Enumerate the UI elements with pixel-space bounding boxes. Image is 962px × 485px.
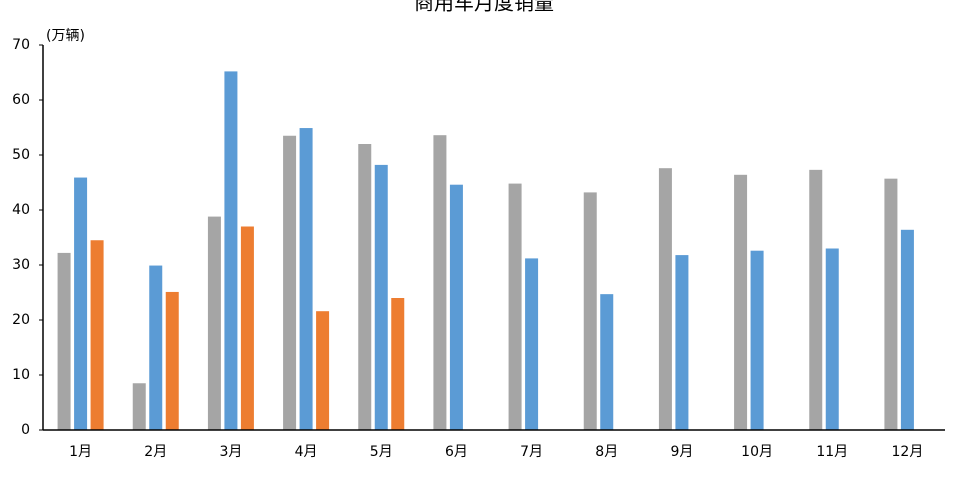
bar (750, 250, 764, 430)
bar (825, 248, 839, 430)
x-tick-label: 3月 (219, 444, 242, 460)
bar (207, 216, 221, 430)
y-tick-label: 60 (12, 92, 30, 108)
bar (583, 192, 597, 430)
x-tick-label: 1月 (69, 444, 92, 460)
bar (658, 168, 672, 430)
y-tick-label: 20 (12, 312, 30, 328)
bar (132, 383, 146, 430)
bar (57, 252, 71, 430)
y-tick-label: 10 (12, 367, 30, 383)
bar (240, 226, 254, 430)
x-tick-label: 10月 (741, 444, 773, 460)
bar (299, 128, 313, 431)
bar (224, 71, 238, 431)
bar (508, 183, 522, 430)
x-tick-label: 12月 (892, 444, 924, 460)
bar (600, 294, 614, 430)
x-tick-label: 6月 (445, 444, 468, 460)
x-tick-label: 4月 (295, 444, 318, 460)
bar (809, 169, 823, 430)
y-tick-label: 70 (12, 37, 30, 53)
y-tick-label: 0 (21, 422, 30, 438)
y-axis-label: (万辆) (46, 28, 85, 44)
bar (165, 291, 179, 430)
bar (316, 311, 330, 430)
x-tick-label: 8月 (595, 444, 618, 460)
y-tick-label: 30 (12, 257, 30, 273)
bar (358, 144, 372, 430)
bar (391, 298, 405, 430)
x-tick-label: 2月 (144, 444, 167, 460)
bar (900, 229, 914, 430)
bar (734, 174, 748, 430)
bar (433, 135, 447, 430)
y-tick-label: 50 (12, 147, 30, 163)
bar (525, 258, 539, 430)
chart-title: 商用车月度销量 (414, 0, 554, 15)
x-tick-label: 5月 (370, 444, 393, 460)
x-tick-label: 7月 (520, 444, 543, 460)
bar (74, 177, 88, 430)
bar (884, 178, 898, 430)
bar (675, 255, 689, 430)
y-tick-label: 40 (12, 202, 30, 218)
bar (449, 184, 463, 430)
x-tick-label: 9月 (670, 444, 693, 460)
bar (374, 164, 388, 430)
bar (149, 265, 163, 430)
bar (283, 135, 297, 430)
x-tick-label: 11月 (816, 444, 848, 460)
bar (90, 240, 104, 430)
